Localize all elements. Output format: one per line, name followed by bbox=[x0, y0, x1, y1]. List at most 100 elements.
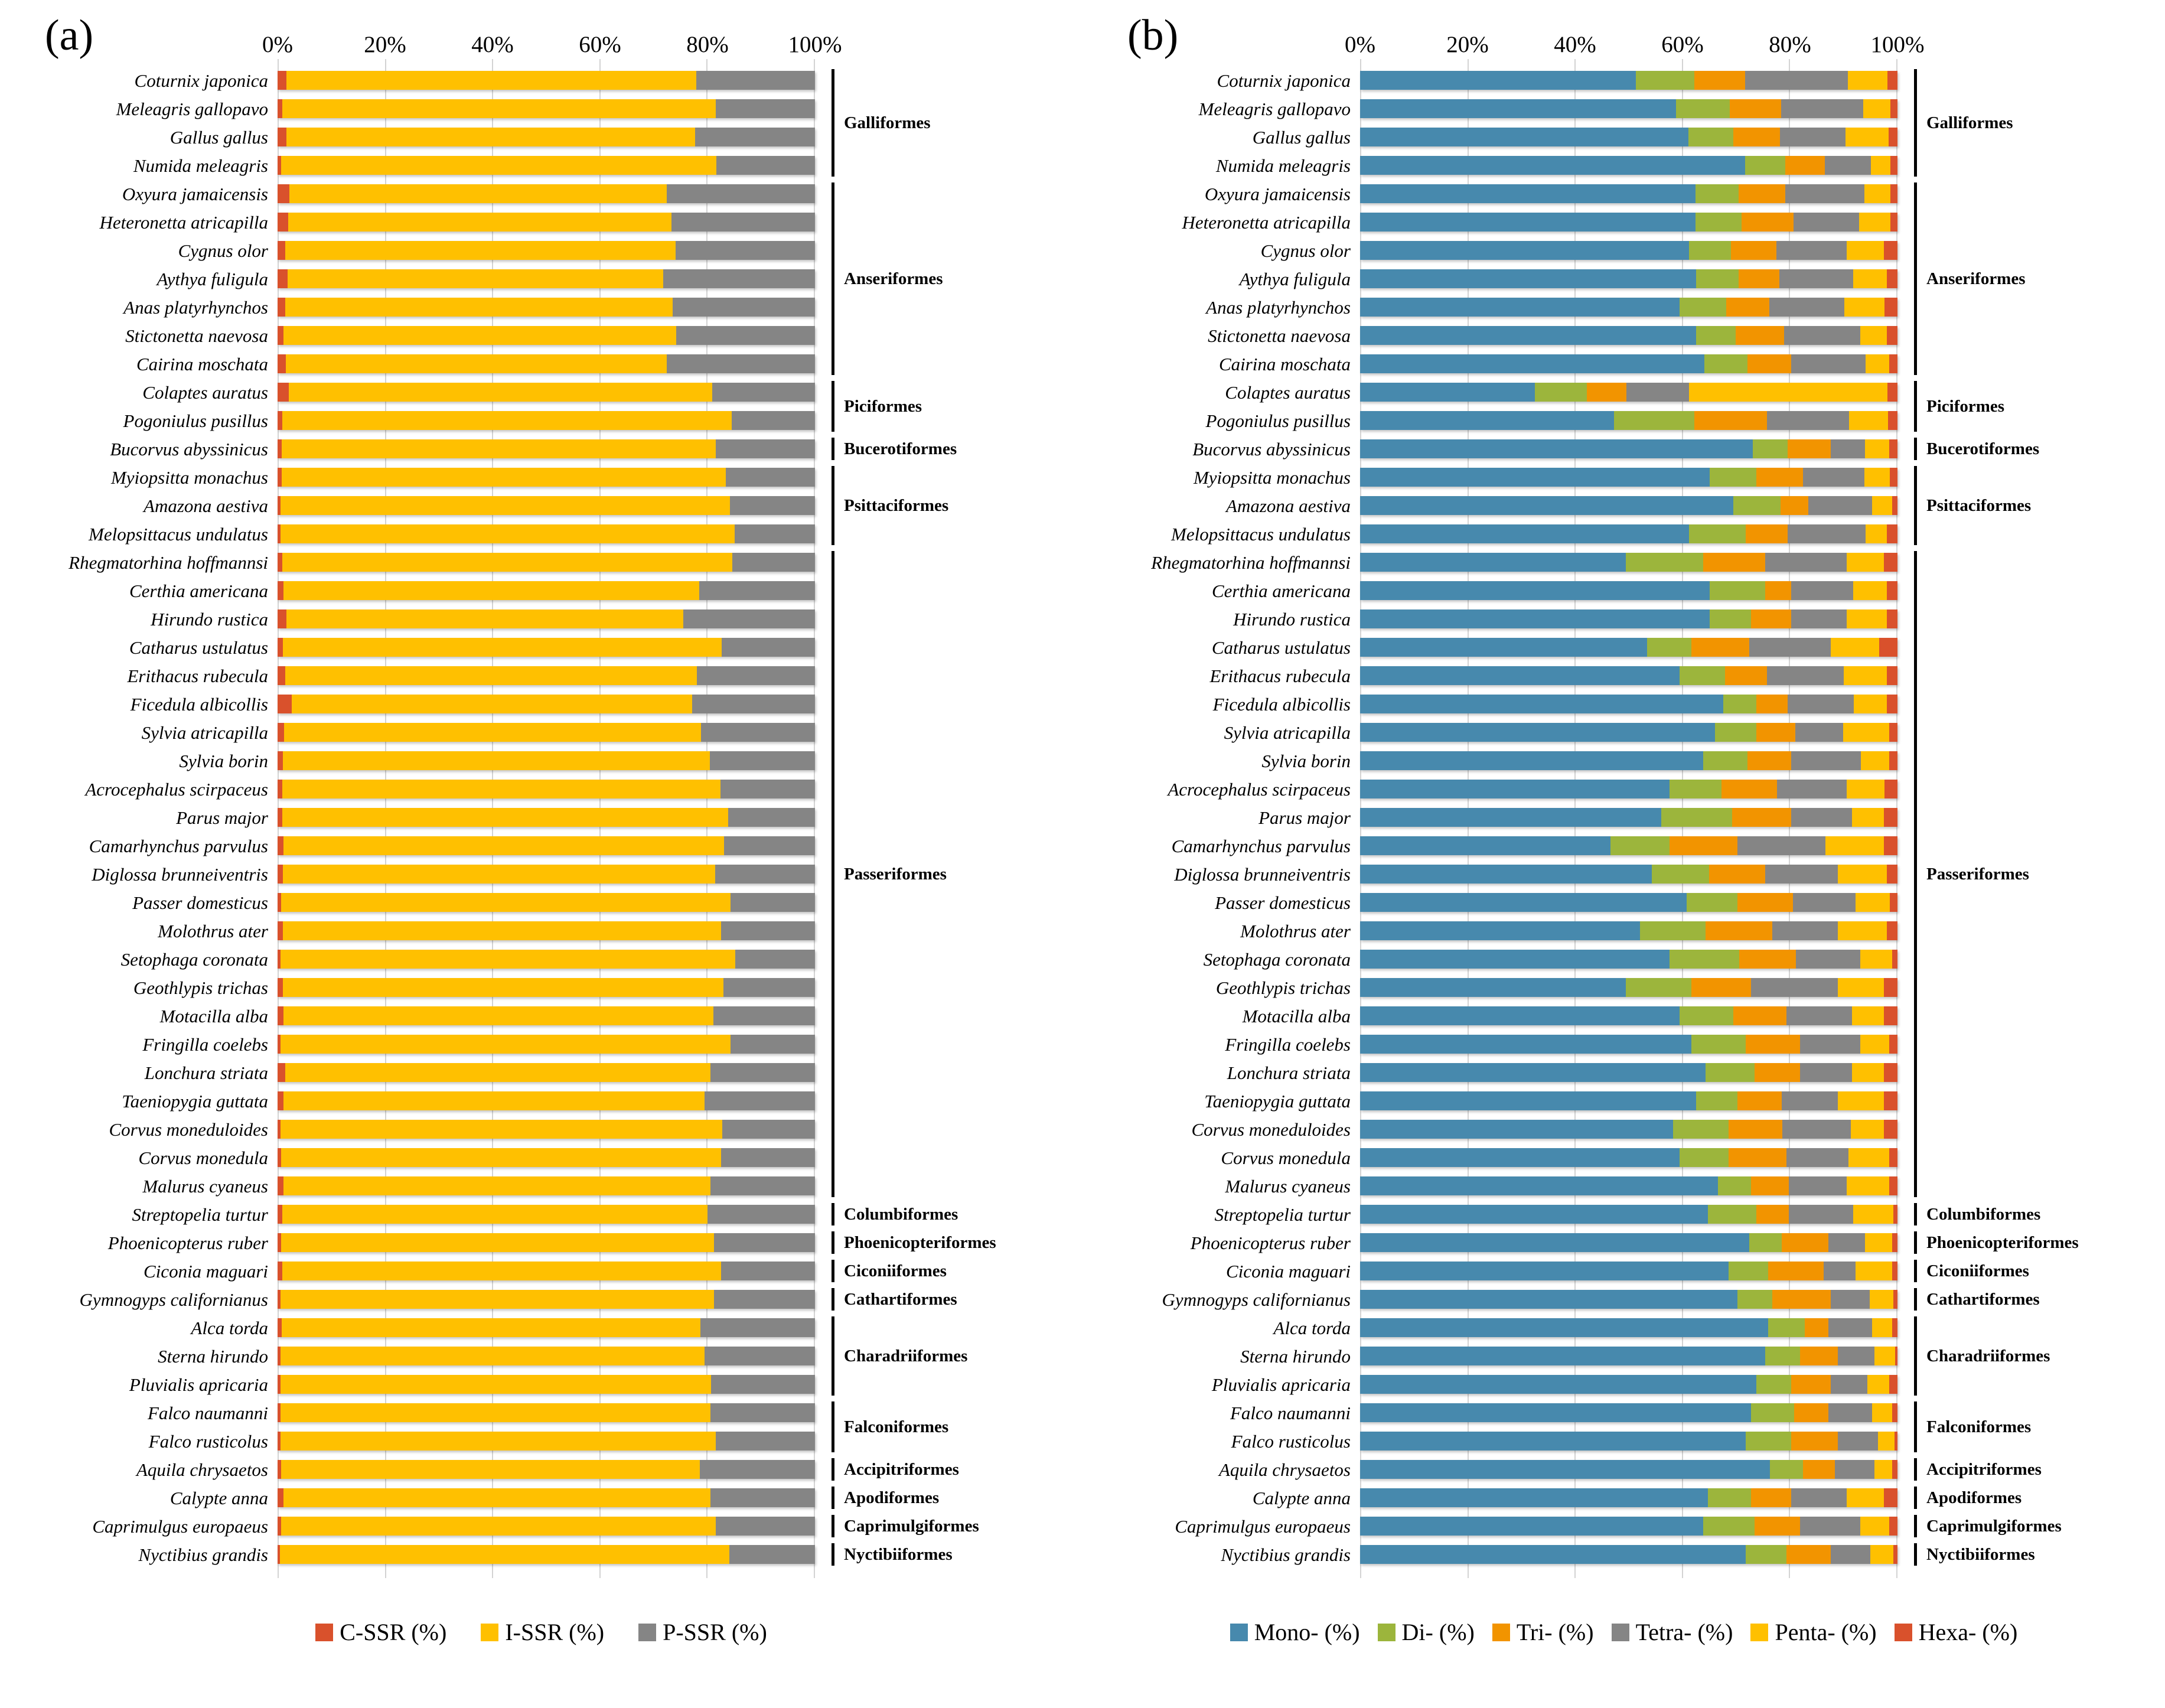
bar-segment-tetra bbox=[1800, 1035, 1861, 1054]
species-label: Certhia americana bbox=[129, 580, 268, 601]
bar-segment-cssr bbox=[278, 439, 282, 458]
bar-segment-tetra bbox=[1795, 950, 1861, 969]
bar-segment-penta bbox=[1846, 1176, 1890, 1195]
bar-segment-hexa bbox=[1884, 1006, 1897, 1025]
stacked-bar bbox=[1360, 1091, 1897, 1110]
stacked-bar bbox=[278, 780, 815, 798]
bar-segment-penta bbox=[1846, 241, 1884, 260]
group-label: Caprimulgiformes bbox=[1926, 1516, 2062, 1536]
bar-segment-hexa bbox=[1886, 269, 1897, 288]
bar-segment-pssr bbox=[704, 1347, 815, 1365]
bar-segment-issr bbox=[283, 723, 702, 742]
bar-segment-hexa bbox=[1884, 1120, 1897, 1139]
bar-segment-tri bbox=[1736, 326, 1784, 345]
bar-segment-pssr bbox=[710, 1488, 815, 1507]
bar-segment-hexa bbox=[1884, 808, 1897, 827]
bar-segment-cssr bbox=[278, 1488, 283, 1507]
species-label: Parus major bbox=[176, 807, 268, 828]
bar-segment-issr bbox=[282, 1318, 701, 1337]
bar-segment-hexa bbox=[1895, 1432, 1897, 1451]
group-bracket: Accipitriformes bbox=[832, 1458, 959, 1481]
bar-segment-pssr bbox=[707, 1205, 815, 1224]
bar-segment-tri bbox=[1756, 468, 1803, 487]
bar-segment-issr bbox=[286, 128, 696, 146]
bar-segment-tetra bbox=[1788, 695, 1854, 713]
bar-segment-pssr bbox=[683, 609, 815, 628]
group-bracket: Passeriformes bbox=[1914, 551, 2029, 1197]
bar-segment-mono bbox=[1360, 184, 1696, 203]
group-bracket: Columbiformes bbox=[832, 1203, 958, 1225]
bar-segment-cssr bbox=[278, 695, 292, 713]
bar-segment-mono bbox=[1360, 1091, 1696, 1110]
bar-segment-penta bbox=[1846, 553, 1884, 572]
bar-segment-di bbox=[1670, 950, 1739, 969]
bar-segment-cssr bbox=[278, 1262, 283, 1280]
stacked-bar bbox=[278, 808, 815, 827]
stacked-bar bbox=[1360, 1006, 1897, 1025]
species-label: Camarhynchus parvulus bbox=[1171, 835, 1351, 856]
group-bracket: Ciconiiformes bbox=[832, 1260, 947, 1282]
group-label: Passeriformes bbox=[1926, 864, 2029, 884]
bar-segment-issr bbox=[281, 1035, 731, 1054]
bar-segment-cssr bbox=[278, 213, 289, 232]
bar-segment-mono bbox=[1360, 1432, 1746, 1451]
bar-segment-pssr bbox=[715, 99, 815, 118]
species-label: Phoenicopterus ruber bbox=[107, 1232, 268, 1253]
bar-segment-hexa bbox=[1889, 1148, 1897, 1167]
species-label: Pogoniulus pusillus bbox=[1205, 410, 1351, 431]
bar-segment-tri bbox=[1737, 893, 1794, 912]
stacked-bar bbox=[1360, 468, 1897, 487]
species-label: Diglossa brunneiventris bbox=[92, 863, 268, 885]
species-label: Sylvia atricapilla bbox=[1224, 722, 1351, 743]
species-label: Parus major bbox=[1258, 807, 1351, 828]
bar-segment-issr bbox=[279, 1545, 730, 1564]
bar-segment-penta bbox=[1847, 780, 1885, 798]
stacked-bar bbox=[1360, 1035, 1897, 1054]
bar-segment-pssr bbox=[723, 978, 815, 997]
stacked-bar bbox=[1360, 1176, 1897, 1195]
species-label: Stictonetta naevosa bbox=[1208, 325, 1351, 346]
species-label: Gymnogyps californianus bbox=[79, 1289, 268, 1310]
bar-segment-hexa bbox=[1884, 978, 1897, 997]
stacked-bar bbox=[1360, 1403, 1897, 1422]
species-label: Cygnus olor bbox=[1260, 240, 1351, 261]
species-label: Molothrus ater bbox=[1240, 920, 1351, 941]
stacked-bar bbox=[278, 439, 815, 458]
bar-segment-pssr bbox=[704, 1091, 815, 1110]
bar-segment-hexa bbox=[1886, 695, 1897, 713]
species-label: Corvus moneduloides bbox=[1191, 1119, 1351, 1140]
stacked-bar bbox=[278, 1091, 815, 1110]
panel-a-rows: Coturnix japonica Meleagris gallopavo Gall… bbox=[0, 59, 1082, 1578]
legend-swatch bbox=[1492, 1623, 1510, 1641]
bar-segment-mono bbox=[1360, 893, 1687, 912]
bar-segment-tetra bbox=[1769, 298, 1844, 317]
bar-segment-cssr bbox=[278, 1091, 283, 1110]
bar-segment-di bbox=[1746, 1545, 1786, 1564]
bar-segment-tetra bbox=[1828, 1233, 1866, 1252]
bar-segment-mono bbox=[1360, 269, 1696, 288]
bar-segment-tetra bbox=[1834, 1460, 1874, 1479]
bar-segment-tri bbox=[1733, 128, 1780, 146]
bar-segment-penta bbox=[1861, 751, 1890, 770]
bar-segment-tri bbox=[1694, 71, 1745, 90]
bar-segment-di bbox=[1680, 298, 1726, 317]
bar-segment-issr bbox=[281, 893, 731, 912]
group-bracket: Anseriformes bbox=[832, 182, 943, 375]
bar-segment-penta bbox=[1871, 156, 1891, 175]
stacked-bar bbox=[278, 354, 815, 373]
species-label: Anas platyrhynchos bbox=[1206, 296, 1351, 318]
species-label: Catharus ustulatus bbox=[1211, 637, 1351, 658]
species-label: Amazona aestiva bbox=[144, 495, 268, 516]
bar-segment-penta bbox=[1851, 1006, 1884, 1025]
bar-segment-mono bbox=[1360, 1063, 1706, 1082]
bar-segment-tetra bbox=[1789, 1205, 1854, 1224]
bar-segment-penta bbox=[1864, 468, 1890, 487]
bar-segment-pssr bbox=[724, 836, 815, 855]
group-bracket: Nyctibiiformes bbox=[1914, 1543, 2035, 1566]
bar-segment-tetra bbox=[1783, 326, 1861, 345]
bar-segment-pssr bbox=[731, 411, 815, 430]
panel-b-top-axis: 0% 20% 40% 60% 80% 100% bbox=[1082, 0, 2165, 66]
species-label: Caprimulgus europaeus bbox=[1175, 1515, 1351, 1537]
stacked-bar bbox=[1360, 71, 1897, 90]
species-label: Acrocephalus scirpaceus bbox=[85, 778, 268, 800]
